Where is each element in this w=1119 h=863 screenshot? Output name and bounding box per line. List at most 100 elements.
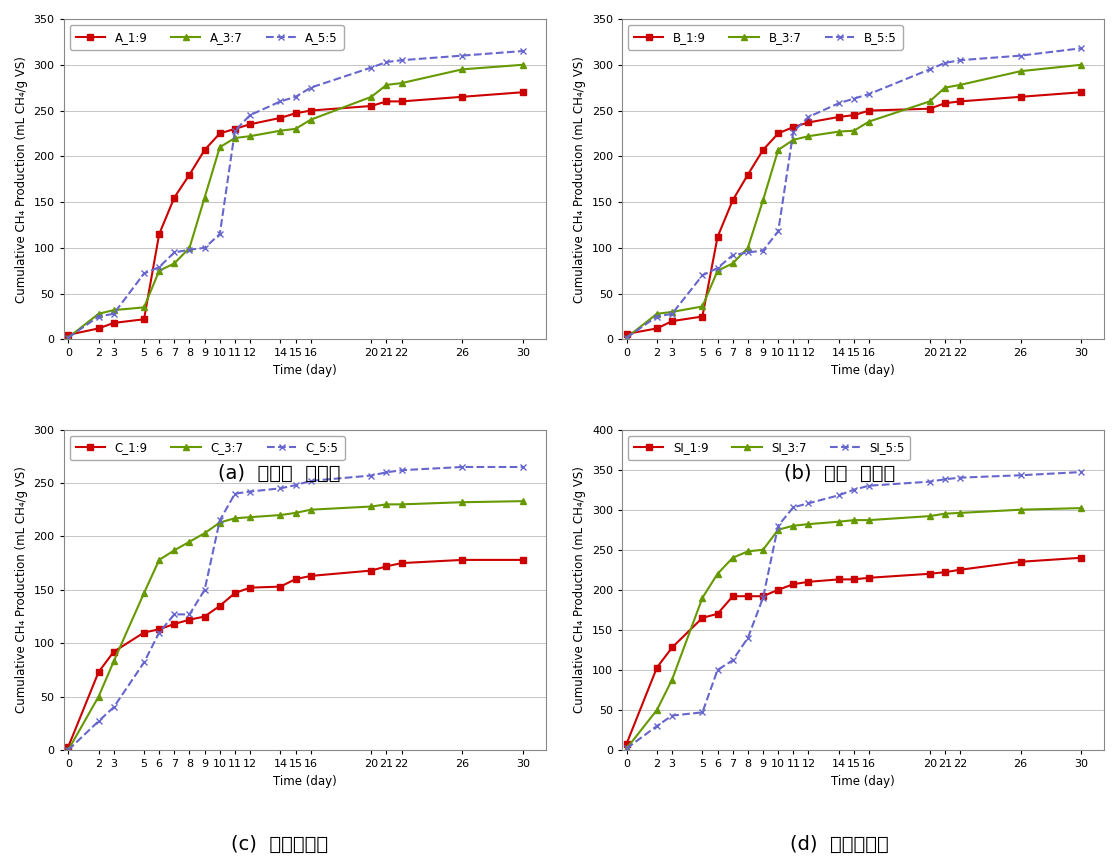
A_5:5 — [198, 243, 211, 253]
SI_1:9 — [620, 739, 633, 749]
Text: (a)  유가공  제조업: (a) 유가공 제조업 — [218, 464, 341, 483]
A_3:7 — [152, 266, 166, 276]
C_5:5 — [138, 658, 151, 668]
SI_1:9 — [696, 613, 709, 623]
C_1:9 — [365, 565, 378, 576]
Line: SI_3:7: SI_3:7 — [623, 505, 1084, 752]
C_3:7 — [138, 588, 151, 598]
SI_5:5 — [711, 665, 724, 675]
A_3:7 — [168, 258, 181, 268]
Line: A_1:9: A_1:9 — [65, 89, 526, 338]
SI_3:7 — [923, 511, 937, 521]
B_1:9 — [726, 195, 740, 205]
B_1:9 — [650, 324, 664, 334]
A_5:5 — [274, 96, 288, 106]
B_1:9 — [953, 96, 967, 106]
SI_5:5 — [650, 721, 664, 731]
SI_5:5 — [953, 472, 967, 482]
B_3:7 — [1014, 66, 1027, 76]
C_3:7 — [289, 507, 302, 518]
A_3:7 — [395, 78, 408, 88]
B_5:5 — [938, 58, 951, 68]
SI_1:9 — [938, 567, 951, 577]
B_1:9 — [847, 110, 861, 120]
Y-axis label: Cumulative CH₄ Production (mL CH₄/g VS): Cumulative CH₄ Production (mL CH₄/g VS) — [15, 56, 28, 303]
Line: C_1:9: C_1:9 — [65, 557, 526, 750]
Y-axis label: Cumulative CH₄ Production (mL CH₄/g VS): Cumulative CH₄ Production (mL CH₄/g VS) — [573, 466, 586, 713]
SI_3:7 — [787, 520, 800, 531]
SI_3:7 — [847, 515, 861, 526]
SI_3:7 — [756, 545, 770, 555]
C_1:9 — [138, 627, 151, 638]
C_5:5 — [289, 480, 302, 490]
A_5:5 — [213, 229, 226, 239]
C_3:7 — [228, 513, 242, 524]
Legend: C_1:9, C_3:7, C_5:5: C_1:9, C_3:7, C_5:5 — [69, 436, 345, 460]
SI_5:5 — [1074, 467, 1088, 477]
A_1:9 — [379, 96, 393, 106]
A_5:5 — [152, 261, 166, 272]
Y-axis label: Cumulative CH₄ Production (mL CH₄/g VS): Cumulative CH₄ Production (mL CH₄/g VS) — [15, 466, 28, 713]
C_1:9 — [289, 574, 302, 584]
B_3:7 — [756, 195, 770, 205]
B_3:7 — [696, 301, 709, 312]
SI_3:7 — [771, 525, 784, 535]
A_5:5 — [62, 332, 75, 343]
B_1:9 — [756, 145, 770, 155]
SI_3:7 — [726, 552, 740, 563]
Line: A_5:5: A_5:5 — [65, 47, 526, 341]
B_1:9 — [923, 104, 937, 114]
X-axis label: Time (day): Time (day) — [831, 364, 895, 377]
C_3:7 — [516, 496, 529, 507]
A_3:7 — [274, 125, 288, 135]
C_3:7 — [379, 499, 393, 509]
SI_3:7 — [666, 674, 679, 684]
B_1:9 — [1014, 91, 1027, 102]
A_1:9 — [365, 101, 378, 111]
X-axis label: Time (day): Time (day) — [273, 775, 337, 788]
SI_5:5 — [938, 474, 951, 484]
SI_3:7 — [696, 593, 709, 603]
Y-axis label: Cumulative CH₄ Production (mL CH₄/g VS): Cumulative CH₄ Production (mL CH₄/g VS) — [573, 56, 586, 303]
SI_3:7 — [938, 508, 951, 519]
B_5:5 — [650, 312, 664, 322]
B_1:9 — [938, 98, 951, 109]
C_1:9 — [455, 555, 469, 565]
B_1:9 — [833, 112, 846, 123]
Legend: B_1:9, B_3:7, B_5:5: B_1:9, B_3:7, B_5:5 — [628, 25, 903, 50]
SI_5:5 — [833, 490, 846, 501]
B_5:5 — [696, 270, 709, 280]
SI_5:5 — [726, 655, 740, 665]
Line: B_3:7: B_3:7 — [623, 61, 1084, 341]
B_1:9 — [802, 117, 816, 128]
Line: B_1:9: B_1:9 — [623, 89, 1084, 337]
C_5:5 — [365, 470, 378, 481]
Text: (d)  하수슬러지: (d) 하수슬러지 — [790, 835, 888, 854]
B_3:7 — [650, 309, 664, 319]
Legend: SI_1:9, SI_3:7, SI_5:5: SI_1:9, SI_3:7, SI_5:5 — [628, 436, 911, 460]
Line: B_5:5: B_5:5 — [623, 45, 1084, 341]
C_5:5 — [107, 702, 121, 713]
A_5:5 — [182, 244, 196, 255]
B_5:5 — [741, 248, 754, 258]
C_3:7 — [182, 537, 196, 547]
C_1:9 — [62, 741, 75, 752]
SI_5:5 — [696, 707, 709, 717]
SI_1:9 — [923, 569, 937, 579]
C_3:7 — [62, 745, 75, 755]
X-axis label: Time (day): Time (day) — [273, 364, 337, 377]
SI_5:5 — [620, 743, 633, 753]
B_3:7 — [1074, 60, 1088, 70]
C_1:9 — [213, 601, 226, 611]
C_5:5 — [152, 627, 166, 638]
SI_1:9 — [741, 591, 754, 602]
C_5:5 — [395, 465, 408, 476]
B_1:9 — [620, 329, 633, 339]
C_5:5 — [198, 584, 211, 595]
B_5:5 — [923, 64, 937, 74]
A_1:9 — [516, 87, 529, 98]
SI_5:5 — [802, 498, 816, 508]
C_3:7 — [274, 510, 288, 520]
SI_3:7 — [953, 507, 967, 518]
A_1:9 — [455, 91, 469, 102]
